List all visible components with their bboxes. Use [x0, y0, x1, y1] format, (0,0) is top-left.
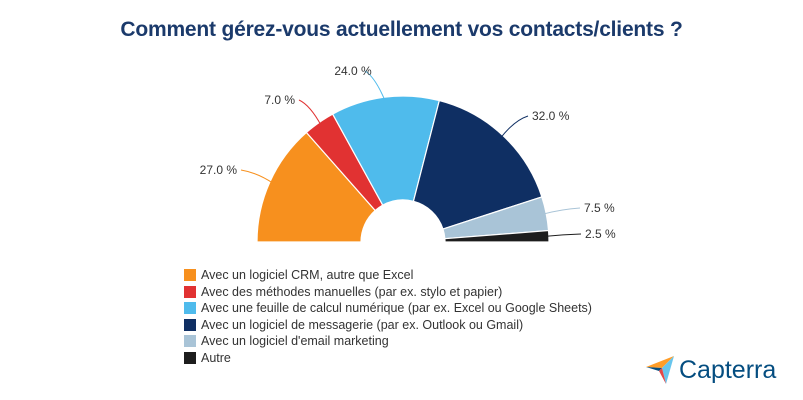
label-connector [542, 207, 581, 215]
pie-slice [412, 99, 543, 230]
legend-swatch [184, 302, 196, 315]
legend-item: Avec des méthodes manuelles (par ex. sty… [184, 284, 592, 301]
legend-swatch [184, 335, 196, 348]
label-connector [298, 99, 322, 127]
legend-swatch [184, 269, 196, 282]
pie-slice [331, 95, 441, 207]
legend-label: Avec un logiciel de messagerie (par ex. … [201, 317, 524, 332]
capterra-logo: Capterra [645, 355, 776, 385]
legend-item: Avec un logiciel d'email marketing [184, 333, 592, 350]
label-connector [240, 169, 274, 184]
legend-label: Avec des méthodes manuelles (par ex. sty… [201, 284, 503, 299]
chart-title: Comment gérez-vous actuellement vos cont… [120, 18, 683, 41]
data-label: 24.0 % [334, 64, 372, 78]
legend-item: Avec une feuille de calcul numérique (pa… [184, 300, 592, 317]
legend-item: Avec un logiciel CRM, autre que Excel [184, 267, 592, 284]
label-connector [544, 233, 582, 237]
legend-item: Autre [184, 350, 592, 367]
data-label: 7.0 % [264, 93, 295, 107]
pie-slice [256, 131, 377, 243]
legend-item: Avec un logiciel de messagerie (par ex. … [184, 317, 592, 334]
legend-label: Avec un logiciel d'email marketing [201, 334, 389, 349]
pie-slice [444, 229, 550, 243]
legend-label: Autre [201, 350, 231, 365]
chart-legend: Avec un logiciel CRM, autre que Excel Ave… [184, 267, 592, 366]
data-label: 7.5 % [584, 201, 615, 215]
legend-swatch [184, 318, 196, 331]
label-connector [364, 70, 386, 102]
data-label: 27.0 % [200, 163, 238, 177]
legend-label: Avec une feuille de calcul numérique (pa… [201, 301, 592, 316]
label-connector [499, 115, 529, 139]
legend-label: Avec un logiciel CRM, autre que Excel [201, 268, 414, 283]
capterra-logo-icon [646, 356, 674, 384]
legend-swatch [184, 351, 196, 364]
data-label: 32.0 % [532, 109, 570, 123]
data-label: 2.5 % [585, 227, 616, 241]
brand-name: Capterra [679, 355, 777, 384]
legend-swatch [184, 285, 196, 298]
